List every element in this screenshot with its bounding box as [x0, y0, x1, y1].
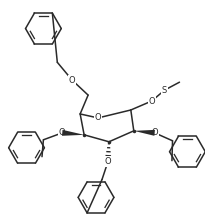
Text: O: O — [59, 128, 66, 137]
Text: O: O — [148, 97, 155, 105]
Polygon shape — [134, 130, 155, 136]
Text: S: S — [162, 86, 167, 95]
Text: O: O — [95, 113, 101, 122]
Text: O: O — [105, 157, 111, 166]
Text: O: O — [69, 76, 76, 85]
Polygon shape — [62, 130, 84, 136]
Text: O: O — [151, 128, 158, 137]
